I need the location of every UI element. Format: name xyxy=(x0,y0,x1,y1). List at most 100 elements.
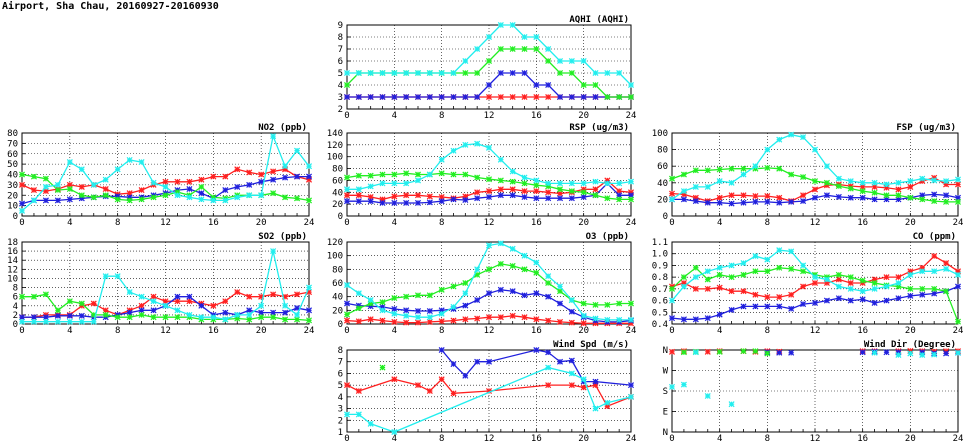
data-point xyxy=(18,200,26,207)
data-point xyxy=(800,134,807,141)
data-point xyxy=(305,307,313,314)
x-tick-label: 4 xyxy=(392,111,397,121)
data-point xyxy=(246,307,253,314)
data-point xyxy=(126,314,133,321)
data-point xyxy=(627,393,635,400)
data-point xyxy=(497,177,504,184)
data-point xyxy=(788,198,795,205)
data-point xyxy=(545,279,552,287)
data-point xyxy=(668,348,676,355)
x-tick-label: 20 xyxy=(905,434,916,444)
data-point xyxy=(680,274,687,281)
data-point xyxy=(54,181,61,188)
data-point xyxy=(752,163,759,170)
data-point xyxy=(90,300,97,307)
data-point xyxy=(42,183,49,190)
data-point xyxy=(343,300,351,307)
data-point xyxy=(592,192,599,199)
data-point xyxy=(943,192,950,199)
data-point xyxy=(509,262,516,269)
data-point xyxy=(234,311,241,318)
data-point xyxy=(692,264,699,271)
data-point xyxy=(198,196,205,203)
data-point xyxy=(462,302,469,309)
data-point xyxy=(379,317,386,324)
data-point xyxy=(426,171,433,178)
data-point xyxy=(114,166,121,173)
y-tick-label: 8 xyxy=(338,346,343,356)
y-tick-label: 80 xyxy=(657,146,668,156)
data-point xyxy=(485,176,493,183)
data-point xyxy=(580,93,587,101)
data-point xyxy=(627,316,635,323)
data-point xyxy=(391,305,398,312)
data-point xyxy=(556,69,564,77)
data-point xyxy=(859,183,866,190)
data-point xyxy=(740,199,747,206)
data-point xyxy=(823,179,830,186)
data-point xyxy=(66,298,73,305)
data-point xyxy=(367,194,374,201)
x-tick-label: 12 xyxy=(484,434,495,444)
data-point xyxy=(533,195,540,202)
series-day2 xyxy=(343,69,635,101)
data-point xyxy=(305,163,313,170)
data-point xyxy=(30,293,37,300)
x-tick-label: 12 xyxy=(484,218,495,228)
data-point xyxy=(497,69,504,77)
data-point xyxy=(776,165,783,172)
data-point xyxy=(811,194,819,201)
data-point xyxy=(871,285,878,292)
data-point xyxy=(919,175,926,182)
x-tick-label: 24 xyxy=(626,326,637,336)
y-tick-label: 2 xyxy=(338,105,343,115)
data-point xyxy=(556,93,564,101)
data-point xyxy=(414,314,422,321)
data-point xyxy=(102,307,109,314)
data-point xyxy=(521,194,528,201)
data-point xyxy=(462,196,469,204)
data-point xyxy=(627,196,635,203)
data-point xyxy=(485,57,493,65)
data-point xyxy=(462,316,469,323)
data-point xyxy=(126,190,133,197)
data-point xyxy=(823,192,830,199)
data-point xyxy=(403,307,410,314)
data-point xyxy=(282,316,289,323)
y-tick-label: 80 xyxy=(7,129,18,139)
data-point xyxy=(871,299,878,306)
data-point xyxy=(78,195,85,202)
data-point xyxy=(740,288,747,295)
data-point xyxy=(800,301,807,308)
data-point xyxy=(545,364,552,371)
y-tick-label: 1.1 xyxy=(652,238,668,248)
data-point xyxy=(126,197,133,204)
data-point xyxy=(246,311,253,318)
y-tick-label: 1.0 xyxy=(652,250,668,260)
data-point xyxy=(474,315,481,322)
x-tick-label: 0 xyxy=(669,218,674,228)
data-point xyxy=(521,292,528,299)
data-point xyxy=(150,307,157,314)
data-point xyxy=(907,268,914,275)
data-point xyxy=(895,283,902,290)
series-day3 xyxy=(343,260,635,318)
data-point xyxy=(162,183,169,190)
x-tick-label: 12 xyxy=(160,218,171,228)
y-tick-label: 80 xyxy=(332,265,343,275)
data-point xyxy=(627,300,635,307)
data-point xyxy=(343,69,351,77)
data-point xyxy=(509,69,516,77)
data-point xyxy=(592,320,599,327)
data-point xyxy=(102,176,109,183)
data-point xyxy=(270,176,277,183)
y-tick-label: 8 xyxy=(13,284,18,294)
data-point xyxy=(355,290,362,297)
data-point xyxy=(883,184,890,191)
data-point xyxy=(509,186,516,193)
y-tick-label: 80 xyxy=(332,165,343,175)
data-point xyxy=(78,192,85,199)
data-point xyxy=(355,172,362,179)
data-point xyxy=(462,69,469,77)
